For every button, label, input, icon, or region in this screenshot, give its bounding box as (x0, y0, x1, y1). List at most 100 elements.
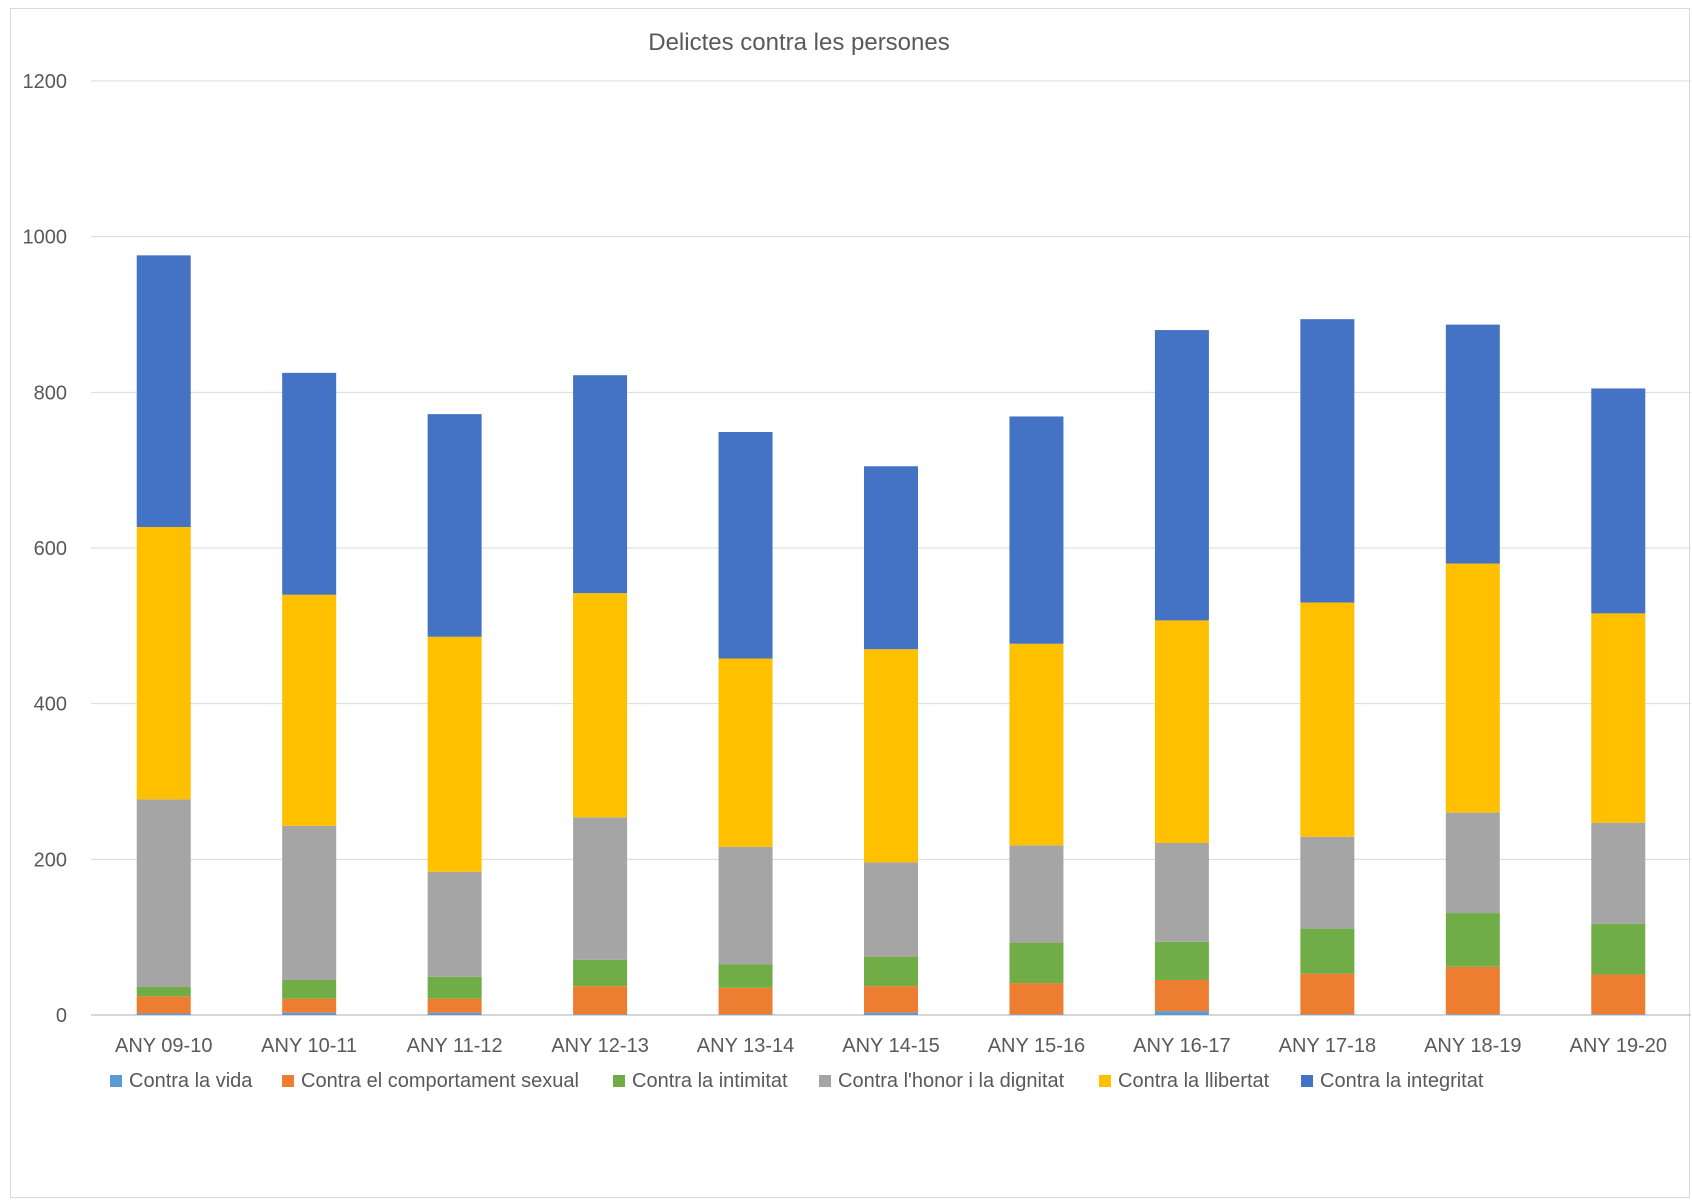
bar-segment (1154, 941, 1209, 980)
x-tick-label: ANY 13-14 (697, 1035, 794, 1057)
bar-segment (1154, 1011, 1209, 1015)
bar-segment (1009, 942, 1064, 984)
y-tick-label: 1000 (23, 227, 68, 249)
bar-segment (136, 255, 191, 527)
bar-segment (427, 871, 482, 977)
bar-segment (573, 959, 628, 987)
bar-segment (1300, 602, 1355, 837)
x-tick-label: ANY 18-19 (1424, 1035, 1521, 1057)
y-tick-label: 600 (34, 538, 67, 560)
bar-segment (573, 1014, 628, 1015)
bar-segment (282, 998, 337, 1013)
legend-item: Contra la vida (110, 1070, 253, 1092)
bar-segment (718, 987, 773, 1015)
bar-segment (718, 658, 773, 847)
bar-segment (864, 862, 918, 957)
bar-segment (282, 1012, 337, 1015)
chart-title: Delictes contra les persones (648, 29, 949, 56)
bar-segment (282, 979, 337, 999)
bar-segment (136, 526, 191, 800)
legend-label: Contra la llibertat (1118, 1070, 1270, 1092)
chart-frame: Delictes contra les persones 0 200 400 600 8… (10, 8, 1691, 1198)
bar-segment (1154, 620, 1209, 843)
bar-segment (1009, 416, 1064, 644)
y-tick-label: 800 (34, 382, 67, 404)
bar-segment (1445, 966, 1500, 1015)
bar-segment (1445, 563, 1500, 813)
legend-swatch (1301, 1075, 1313, 1087)
bar-segment (573, 375, 628, 594)
bar-segment (1009, 643, 1064, 846)
bar-segment (282, 594, 337, 826)
bar-segment (1445, 913, 1500, 967)
bar-segment (1154, 330, 1209, 621)
x-tick-label: ANY 17-18 (1279, 1035, 1376, 1057)
bar-segment (427, 976, 482, 999)
legend-label: Contra l'honor i la dignitat (838, 1070, 1065, 1092)
bar-segment (1300, 1014, 1355, 1015)
bar-segment (864, 466, 918, 650)
bar-segment (136, 1013, 191, 1015)
bar-segment (864, 956, 918, 987)
legend-item: Contra l'honor i la dignitat (819, 1070, 1065, 1092)
bars (136, 255, 1646, 1015)
legend-item: Contra la llibertat (1099, 1070, 1270, 1092)
legend-label: Contra la integritat (1320, 1070, 1484, 1092)
x-tick-label: ANY 19-20 (1570, 1035, 1667, 1057)
bar-segment (282, 825, 337, 980)
y-tick-label: 0 (56, 1005, 67, 1027)
chart-svg: Delictes contra les persones 0 200 400 600 8… (23, 29, 1691, 1092)
y-axis-ticks: 0 200 400 600 800 1000 1200 (23, 71, 68, 1027)
x-tick-label: ANY 14-15 (842, 1035, 939, 1057)
bar-segment (136, 799, 191, 987)
legend-swatch (282, 1075, 294, 1087)
legend-swatch (819, 1075, 831, 1087)
bar-segment (573, 817, 628, 960)
bar-segment (1591, 923, 1646, 975)
x-tick-label: ANY 11-12 (407, 1035, 503, 1057)
bar-segment (1591, 974, 1646, 1015)
bar-segment (1591, 388, 1646, 614)
bar-segment (1009, 1014, 1064, 1015)
legend-label: Contra la intimitat (632, 1070, 788, 1092)
bar-segment (864, 986, 918, 1013)
bar-segment (282, 372, 337, 595)
bar-segment (1300, 319, 1355, 603)
bar-segment (1009, 983, 1064, 1015)
legend: Contra la vida Contra el comportament sex… (110, 1070, 1484, 1092)
gridlines (91, 80, 1691, 1016)
bar-segment (427, 1012, 482, 1015)
bar-segment (573, 986, 628, 1015)
bar-segment (1009, 845, 1064, 943)
bar-segment (136, 996, 191, 1014)
bar-segment (718, 964, 773, 988)
bar-segment (1154, 842, 1209, 942)
bar-segment (864, 649, 918, 863)
x-tick-label: ANY 12-13 (551, 1035, 648, 1057)
legend-label: Contra la vida (129, 1070, 253, 1092)
bar-segment (1445, 812, 1500, 914)
bar-segment (427, 414, 482, 637)
bar-segment (427, 636, 482, 872)
bar-segment (1300, 973, 1355, 1015)
bar-segment (864, 1012, 918, 1015)
bar-segment (573, 593, 628, 818)
legend-item: Contra la integritat (1301, 1070, 1484, 1092)
bar-segment (1591, 1014, 1646, 1015)
bar-segment (1300, 836, 1355, 929)
bar-segment (718, 1014, 773, 1015)
legend-swatch (110, 1075, 122, 1087)
bar-segment (718, 846, 773, 965)
bar-segment (136, 986, 191, 997)
y-tick-label: 1200 (23, 71, 68, 93)
bar-segment (1591, 613, 1646, 823)
x-tick-label: ANY 09-10 (115, 1035, 212, 1057)
x-tick-label: ANY 15-16 (988, 1035, 1085, 1057)
bar-segment (1445, 1014, 1500, 1015)
bar-segment (1591, 822, 1646, 924)
legend-item: Contra la intimitat (613, 1070, 788, 1092)
bar-segment (718, 432, 773, 659)
legend-swatch (1099, 1075, 1111, 1087)
x-tick-label: ANY 10-11 (261, 1035, 357, 1057)
bar-segment (427, 998, 482, 1013)
